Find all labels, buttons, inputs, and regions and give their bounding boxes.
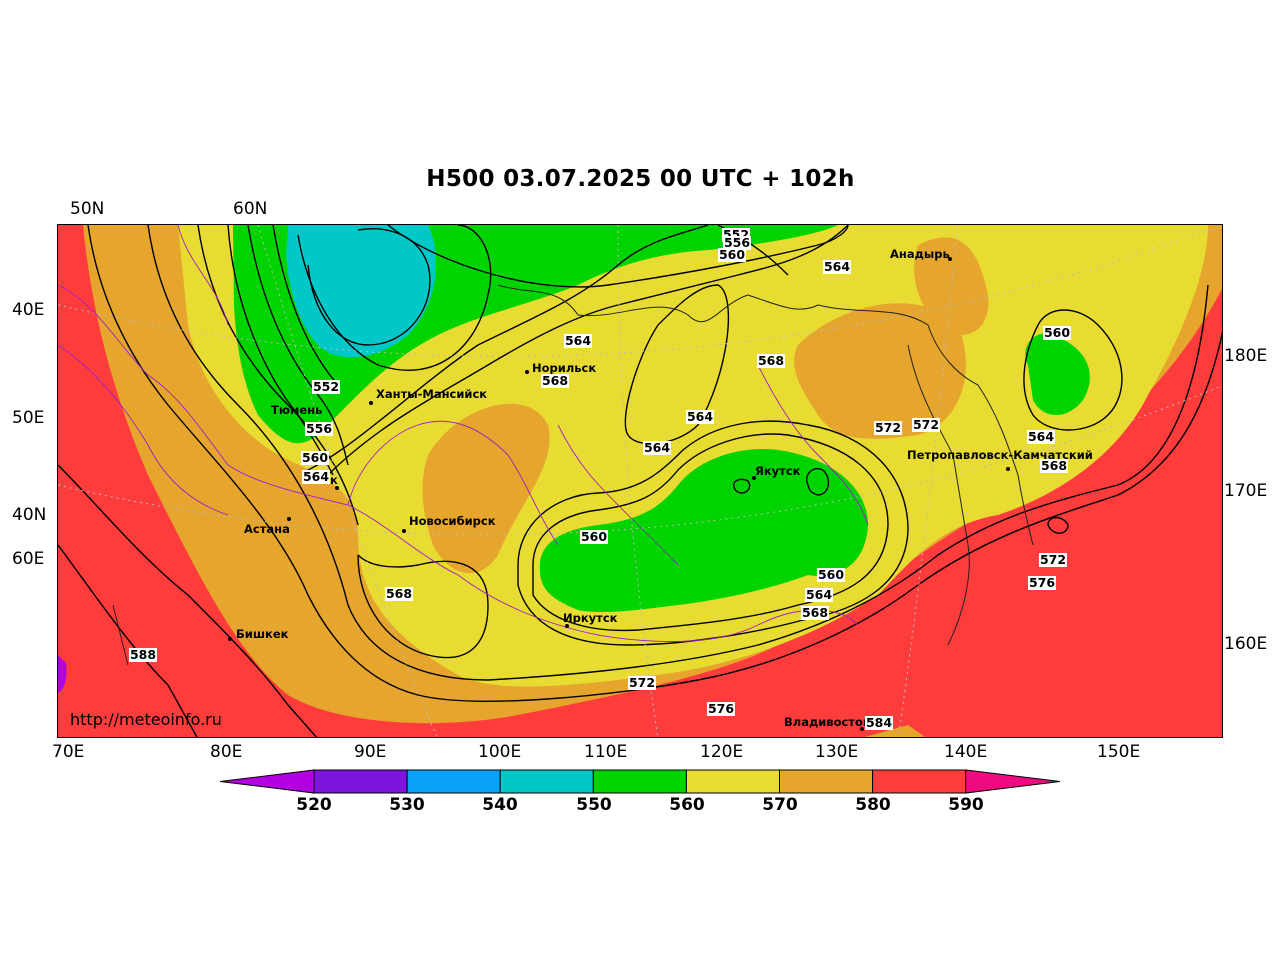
- colorbar-segment: [499, 769, 594, 794]
- colorbar-tick: 580: [855, 795, 891, 815]
- colorbar-tick: 550: [576, 795, 612, 815]
- contour-label: 556: [304, 421, 334, 436]
- top-label-50n: 50N: [70, 199, 105, 219]
- left-label-50e: 50E: [12, 408, 45, 428]
- contour-label: 564: [301, 469, 331, 484]
- city-dot-vladivostok: [860, 727, 864, 731]
- bottom-label-90e: 90E: [354, 742, 387, 762]
- colorbar-tick: 520: [296, 795, 332, 815]
- contour-label: 564: [822, 259, 852, 274]
- colorbar-arrow-right: [965, 769, 1061, 794]
- contour-label: 568: [540, 373, 570, 388]
- contour-label: 572: [873, 420, 903, 435]
- contour-label: 560: [816, 567, 846, 582]
- colorbar-segment: [592, 769, 687, 794]
- contour-label: 552: [311, 379, 341, 394]
- colorbar-tick: 590: [948, 795, 984, 815]
- colorbar-segment: [872, 769, 967, 794]
- contour-label: 588: [128, 647, 158, 662]
- contour-label: 564: [642, 440, 672, 455]
- city-irkutsk: Иркутск: [563, 611, 618, 625]
- top-label-60n: 60N: [233, 199, 268, 219]
- contour-label: 568: [800, 605, 830, 620]
- bottom-label-100e: 100E: [478, 742, 522, 762]
- contour-label: 560: [579, 529, 609, 544]
- contour-label: 572: [911, 417, 941, 432]
- contour-label: 560: [300, 450, 330, 465]
- contour-label: 564: [685, 409, 715, 424]
- city-anadyr: Анадырь: [890, 247, 950, 261]
- colorbar-segment: [406, 769, 501, 794]
- contour-label: 576: [706, 701, 736, 716]
- contour-label: 568: [756, 353, 786, 368]
- right-label-180e: 180E: [1224, 346, 1268, 366]
- city-astana: Астана: [244, 522, 290, 536]
- contour-label: 568: [1039, 458, 1069, 473]
- city-dot-astana: [287, 517, 291, 521]
- contour-label: 584: [864, 715, 894, 730]
- map-title: H500 03.07.2025 00 UTC + 102h: [426, 166, 855, 192]
- city-dot-anadyr: [948, 257, 952, 261]
- city-bishkek: Бишкек: [236, 627, 289, 641]
- colorbar-segment: [313, 769, 408, 794]
- colorbar-arrow-left: [219, 769, 315, 794]
- city-dot-norilsk: [525, 370, 529, 374]
- bottom-label-120e: 120E: [700, 742, 744, 762]
- city-dot-omsk: [335, 486, 339, 490]
- contour-label: 560: [717, 247, 747, 262]
- contour-label: 572: [1038, 552, 1068, 567]
- map-fill-layers: [58, 225, 1222, 737]
- left-label-60e: 60E: [12, 549, 45, 569]
- bottom-label-80e: 80E: [210, 742, 243, 762]
- bottom-label-70e: 70E: [52, 742, 85, 762]
- city-dot-khanty-mansiysk: [369, 401, 373, 405]
- city-dot-irkutsk: [565, 624, 569, 628]
- bottom-label-110e: 110E: [584, 742, 628, 762]
- contour-label: 560: [1042, 325, 1072, 340]
- bottom-label-150e: 150E: [1097, 742, 1141, 762]
- city-tyumen: Тюмень: [271, 403, 323, 417]
- bottom-label-130e: 130E: [815, 742, 859, 762]
- right-label-170e: 170E: [1224, 481, 1268, 501]
- contour-label: 576: [1027, 575, 1057, 590]
- city-vladivostok: Владивосток: [784, 715, 871, 729]
- left-label-40n: 40N: [12, 505, 47, 525]
- contour-label: 556: [722, 235, 752, 250]
- geopotential-map: Анадырь Норильск Ханты-Мансийск Тюмень О…: [57, 224, 1223, 738]
- city-dot-novosibirsk: [402, 529, 406, 533]
- contour-label: 572: [627, 675, 657, 690]
- city-dot-bishkek: [228, 637, 232, 641]
- colorbar-tick: 530: [389, 795, 425, 815]
- contour-label: 564: [1026, 429, 1056, 444]
- colorbar-tick: 570: [762, 795, 798, 815]
- contour-label: 564: [804, 587, 834, 602]
- city-dot-yakutsk: [752, 476, 756, 480]
- bottom-label-140e: 140E: [944, 742, 988, 762]
- left-label-40e: 40E: [12, 300, 45, 320]
- colorbar-segment: [779, 769, 874, 794]
- city-khanty-mansiysk: Ханты-Мансийск: [376, 387, 488, 401]
- contour-label: 568: [384, 586, 414, 601]
- city-norilsk: Норильск: [532, 361, 597, 375]
- contour-label: 564: [563, 333, 593, 348]
- city-yakutsk: Якутск: [755, 464, 801, 478]
- city-dot-petropavlovsk: [1006, 467, 1010, 471]
- colorbar-tick: 540: [482, 795, 518, 815]
- right-label-160e: 160E: [1224, 634, 1268, 654]
- colorbar-segment: [685, 769, 781, 794]
- colorbar-tick: 560: [669, 795, 705, 815]
- credit-text: http://meteoinfo.ru: [70, 710, 222, 729]
- city-petropavlovsk: Петропавловск-Камчатский: [907, 448, 1093, 462]
- city-novosibirsk: Новосибирск: [409, 514, 496, 528]
